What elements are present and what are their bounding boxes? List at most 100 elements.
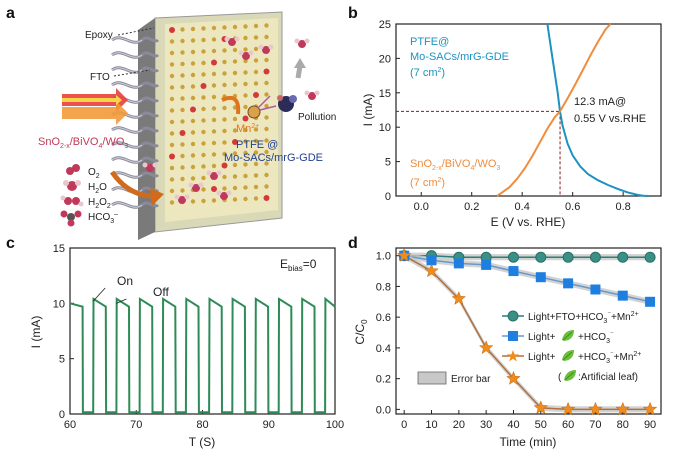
panel-b-series-photoanode-line xyxy=(496,23,612,197)
light-arrow-2 xyxy=(62,101,128,125)
catalyst-dot xyxy=(243,70,248,75)
catalyst-dot xyxy=(243,104,248,110)
panel-c-on-pointer xyxy=(92,287,106,302)
catalyst-dot xyxy=(263,195,270,201)
wire-highlight xyxy=(111,202,143,208)
pollution-arrow-head xyxy=(294,58,306,68)
catalyst-dot xyxy=(232,24,238,30)
catalyst-dot xyxy=(201,152,206,158)
catalyst-dot xyxy=(242,115,249,122)
catalyst-dot xyxy=(190,49,196,55)
catalyst-dot xyxy=(263,68,270,75)
molecule-h xyxy=(188,182,194,188)
catalyst-dot xyxy=(180,61,185,67)
light-arrow-core xyxy=(62,95,122,105)
panel-b-series-gde-line xyxy=(546,23,649,197)
panel-label-b: b xyxy=(348,5,358,22)
catalyst-dot xyxy=(253,150,259,155)
catalyst-dot xyxy=(264,172,269,178)
catalyst-dot xyxy=(201,198,206,204)
catalyst-dot xyxy=(180,119,185,124)
panel-c-xtick-label: 80 xyxy=(196,419,208,431)
molecule-h xyxy=(268,44,274,50)
catalyst-dot xyxy=(169,27,175,33)
catalyst-dot xyxy=(211,152,217,157)
panel-d-frame xyxy=(395,247,662,415)
panel-d-series xyxy=(396,247,658,416)
catalyst-dot xyxy=(243,185,248,190)
panel-b-ytick-label: 25 xyxy=(379,19,391,31)
catalyst-dot-grid xyxy=(169,23,270,205)
panel-d-point-star xyxy=(396,247,412,262)
catalyst-dot xyxy=(169,119,175,125)
panel-b-frame xyxy=(395,23,662,197)
panel-b-ytick-label: 5 xyxy=(385,157,391,169)
panel-d-point-star xyxy=(506,370,521,385)
panel-c-xtick-label: 90 xyxy=(263,419,275,431)
catalyst-dot xyxy=(180,73,185,78)
molecule-atom xyxy=(262,46,270,54)
catalyst-dot xyxy=(253,46,259,52)
wire-highlight xyxy=(111,37,143,43)
catalyst-dot xyxy=(169,50,175,56)
panel-label-c: c xyxy=(6,235,15,252)
catalyst-dot xyxy=(232,151,238,156)
cathode-arrow xyxy=(221,95,241,115)
legend-note-open: ( xyxy=(558,372,562,383)
catalyst-dot xyxy=(232,174,238,179)
molecule-h xyxy=(248,50,254,56)
panel-b-xtick-label: 0.2 xyxy=(464,201,479,213)
catalyst-dot xyxy=(232,197,238,202)
catalyst-dot xyxy=(232,128,238,133)
legend-hco3-label: HCO3– xyxy=(88,211,118,225)
panel-d-point-square xyxy=(453,258,464,269)
catalyst-dot xyxy=(201,187,206,192)
catalyst-dot xyxy=(232,47,238,53)
molecule-legend: O2 H2O H2O2 HCO3– xyxy=(60,164,118,227)
catalyst-dot xyxy=(243,196,248,202)
catalyst-dot xyxy=(264,80,269,86)
catalyst-dot xyxy=(169,165,175,171)
panel-d-point-square xyxy=(563,278,574,289)
catalyst-dot xyxy=(201,164,206,169)
panel-c-ytick-label: 10 xyxy=(53,298,65,310)
fto-label: FTO xyxy=(90,72,110,83)
photoanode-label: SnO2-x/BiVO4/WO3 xyxy=(38,136,128,150)
catalyst-dot xyxy=(190,72,196,78)
panel-d-point-star xyxy=(615,401,631,416)
catalyst-dot xyxy=(264,184,269,189)
error-bar-swatch xyxy=(417,371,447,385)
catalyst-dot xyxy=(201,95,206,100)
panel-b-ytick-label: 10 xyxy=(379,122,391,134)
panel-d-point-square xyxy=(617,290,628,301)
catalyst-dot xyxy=(211,106,217,111)
catalyst-dot xyxy=(169,177,175,182)
panel-d-point-star xyxy=(478,340,494,355)
catalyst-dot xyxy=(232,116,238,122)
molecule-atom xyxy=(220,192,228,200)
panel-c-ticks: 60 70 80 90 100 0 5 10 15 xyxy=(53,243,344,431)
panel-d-point-star xyxy=(560,401,576,416)
molecule-atom xyxy=(146,164,154,172)
catalyst-dot xyxy=(180,96,185,101)
catalyst-dot xyxy=(243,47,248,52)
catalyst-dot xyxy=(200,83,207,89)
panel-d-point-circle xyxy=(535,251,547,263)
panel-d-xtick-label: 10 xyxy=(425,419,437,431)
catalyst-dot xyxy=(180,176,185,182)
panel-d-point-square xyxy=(590,284,601,295)
fto-layer xyxy=(165,18,278,222)
legend-h2o-icon xyxy=(63,180,81,191)
panel-d-point-star xyxy=(642,401,658,416)
panel-d-point-square xyxy=(645,296,656,307)
catalyst-dot xyxy=(222,186,227,191)
panel-label-d: d xyxy=(348,235,358,252)
panel-b-gde-label-line2: Mo-SACs/mrG-GDE xyxy=(410,51,509,63)
catalyst-dot xyxy=(190,106,196,113)
legend-hco3-icon xyxy=(60,210,82,227)
catalyst-dot xyxy=(201,37,206,43)
panel-d-point-circle xyxy=(644,251,656,263)
panel-d-point-square xyxy=(426,255,437,266)
catalyst-dot xyxy=(232,185,238,191)
